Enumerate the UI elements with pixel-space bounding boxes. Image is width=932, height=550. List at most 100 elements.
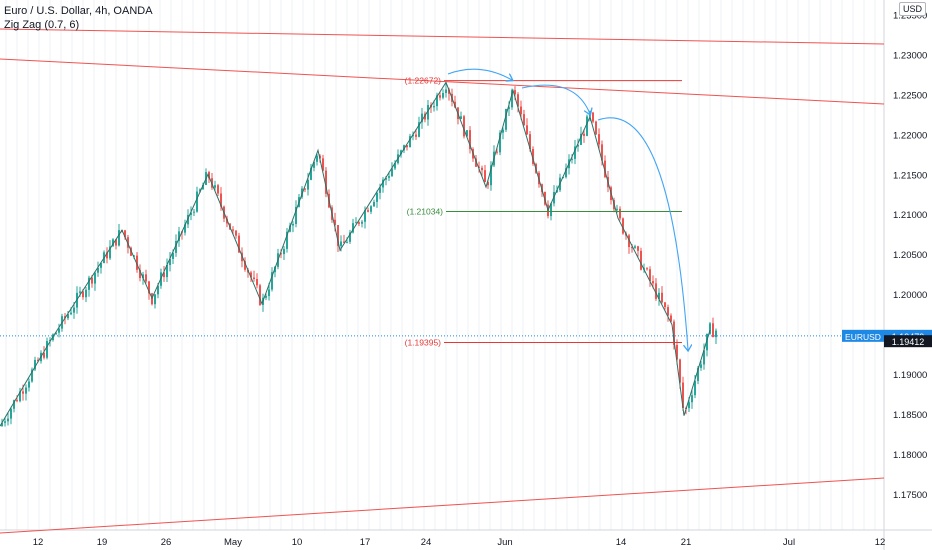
symbol-tag-label: EURUSD	[845, 332, 881, 342]
candle	[190, 212, 192, 215]
time-tick-label: Jul	[783, 537, 795, 548]
candle	[448, 89, 450, 94]
candle	[304, 188, 306, 190]
candle	[142, 274, 144, 279]
prev-close-label: 1.19412	[892, 337, 925, 347]
candle	[139, 269, 141, 279]
candle	[442, 92, 444, 98]
candle	[505, 108, 507, 130]
price-tick-label: 1.20500	[893, 250, 927, 261]
candle	[694, 380, 696, 396]
time-tick-label: 14	[616, 537, 627, 548]
candle	[619, 208, 621, 219]
time-tick-label: 17	[360, 537, 371, 548]
candle	[94, 272, 96, 284]
candle	[178, 231, 180, 241]
candle	[202, 184, 204, 190]
level-label: (1.19395)	[405, 338, 442, 348]
candle	[166, 265, 168, 278]
price-tick-label: 1.19000	[893, 370, 927, 381]
candle	[100, 263, 102, 268]
candle	[31, 369, 33, 382]
candle	[214, 185, 216, 188]
candle	[418, 122, 420, 137]
candle	[358, 222, 360, 224]
candle	[709, 323, 711, 334]
candle	[310, 167, 312, 180]
candle	[250, 272, 252, 278]
candle	[82, 291, 84, 298]
candle	[193, 211, 195, 213]
candle	[712, 323, 714, 338]
candle	[481, 167, 483, 171]
lower-trendline	[0, 477, 885, 534]
candle	[409, 136, 411, 148]
candle	[79, 291, 81, 293]
time-tick-label: 21	[681, 537, 692, 548]
candle	[532, 149, 534, 164]
candle	[13, 400, 15, 409]
candle	[667, 307, 669, 316]
levels: (1.22672) (1.21034) (1.19395)	[405, 76, 682, 348]
candle	[673, 321, 675, 345]
candle	[523, 114, 525, 126]
candle	[508, 107, 510, 109]
time-tick-label: 26	[161, 537, 172, 548]
candle	[37, 359, 39, 362]
candle	[700, 364, 702, 368]
candle	[124, 230, 126, 238]
candle	[502, 129, 504, 133]
candle	[34, 359, 36, 370]
candle	[436, 95, 438, 107]
candle	[295, 206, 297, 224]
candle	[514, 90, 516, 95]
candle	[427, 105, 429, 120]
candle	[265, 296, 267, 298]
candle	[46, 341, 48, 358]
candle	[499, 132, 501, 153]
candle	[649, 269, 651, 282]
candle	[145, 274, 147, 282]
candle	[109, 246, 111, 259]
candle	[703, 350, 705, 365]
candle	[631, 247, 633, 249]
candle	[421, 113, 423, 123]
price-tick-label: 1.22000	[893, 130, 927, 141]
candle	[373, 201, 375, 207]
candle	[403, 145, 405, 151]
price-tick-label: 1.21500	[893, 170, 927, 181]
candle	[484, 170, 486, 183]
symbol-tag	[842, 329, 884, 342]
candle	[664, 302, 666, 308]
candle	[7, 418, 9, 422]
candle	[196, 191, 198, 212]
indicator-label: Zig Zag (0.7, 6)	[4, 19, 80, 31]
time-axis: 12 19 26 May 10 17 24 Jun 14 21 Jul 12	[33, 537, 886, 548]
candle	[670, 315, 672, 322]
candle	[517, 94, 519, 107]
candle	[661, 292, 663, 303]
upper-trendline	[0, 28, 885, 45]
candle	[322, 158, 324, 171]
symbol-title: Euro / U.S. Dollar, 4h, OANDA	[4, 5, 153, 17]
candle	[463, 116, 465, 137]
price-tick-label: 1.18500	[893, 410, 927, 421]
candle	[28, 381, 30, 388]
candle	[148, 281, 150, 294]
currency-badge[interactable]: USD	[898, 2, 926, 16]
candle	[565, 168, 567, 178]
price-tick-label: 1.20000	[893, 290, 927, 301]
prev-close-tag	[884, 335, 932, 348]
candle	[433, 106, 435, 108]
candle	[43, 352, 45, 358]
candle	[688, 402, 690, 409]
price-axis: 1.235001.230001.225001.220001.215001.210…	[893, 10, 927, 501]
candle	[388, 176, 390, 178]
candle	[478, 166, 480, 168]
candle	[163, 272, 165, 278]
candle	[580, 133, 582, 145]
candle	[598, 134, 600, 145]
candle	[604, 160, 606, 177]
candle	[616, 208, 618, 210]
